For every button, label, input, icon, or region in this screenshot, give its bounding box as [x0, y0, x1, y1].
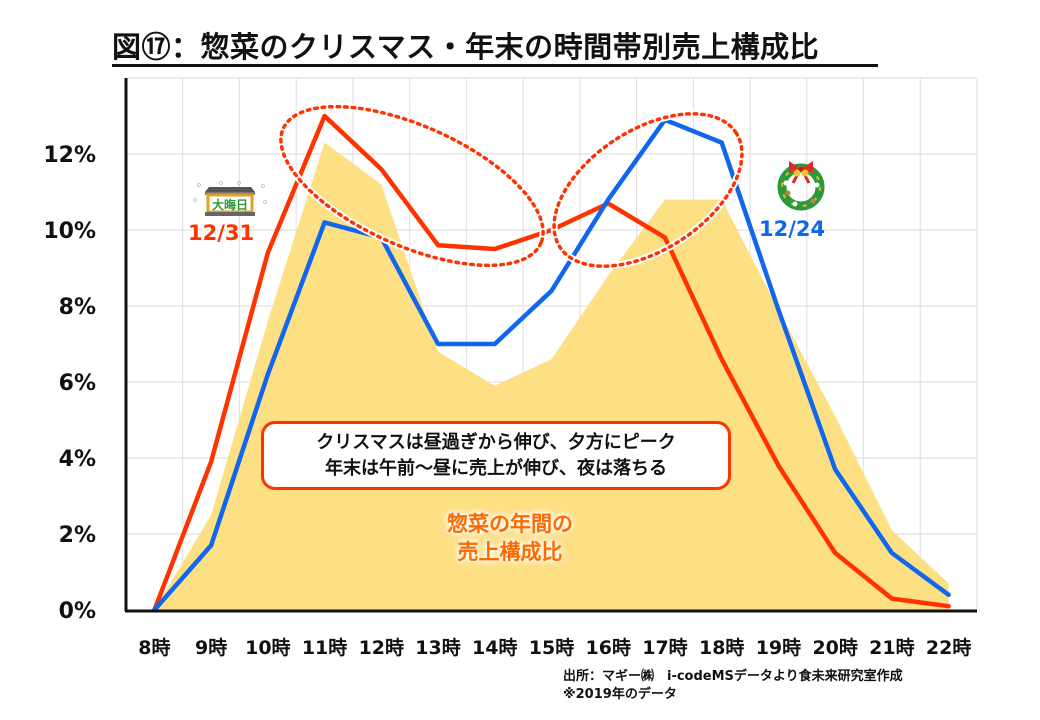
source-line-1: 出所：マギー㈱ i-codeMSデータより食未来研究室作成 — [563, 669, 903, 684]
area-label-line-2: 売上構成比 — [457, 540, 563, 564]
title-underline — [112, 64, 878, 67]
x-tick-label: 18時 — [699, 637, 744, 659]
chart-title: 図⑰：惣菜のクリスマス・年末の時間帯別売上構成比 — [112, 30, 820, 64]
christmas-wreath-icon — [777, 161, 825, 211]
axes — [124, 78, 977, 613]
y-tick-label: 10% — [43, 219, 96, 244]
x-tick-label: 21時 — [869, 637, 914, 659]
x-tick-label: 22時 — [926, 637, 971, 659]
callout-line-2: 年末は午前～昼に売上が伸び、夜は落ちる — [325, 458, 667, 479]
x-tick-label: 20時 — [812, 637, 857, 659]
highlight-ellipses — [277, 103, 746, 270]
highlight-ellipse-dec31 — [279, 104, 545, 268]
x-tick-label: 10時 — [245, 637, 290, 659]
y-tick-label: 0% — [59, 599, 96, 624]
callout-box: クリスマスは昼過ぎから伸び、夕方にピーク 年末は午前～昼に売上が伸び、夜は落ちる — [261, 421, 731, 490]
x-tick-label: 15時 — [529, 637, 574, 659]
highlight-ellipse-dec24 — [552, 112, 744, 268]
x-tick-label: 14時 — [472, 637, 517, 659]
annual-area — [154, 142, 949, 610]
x-tick-label: 9時 — [195, 637, 227, 659]
y-tick-label: 8% — [59, 295, 96, 320]
x-tick-label: 8時 — [138, 637, 170, 659]
source-note: 出所：マギー㈱ i-codeMSデータより食未来研究室作成 ※2019年のデータ — [563, 668, 903, 704]
y-tick-label: 6% — [59, 371, 96, 396]
y-tick-label: 4% — [59, 447, 96, 472]
x-tick-label: 12時 — [359, 637, 404, 659]
y-tick-label: 2% — [59, 523, 96, 548]
series-label-dec31: 12/31 — [188, 221, 255, 245]
x-tick-labels: 8時 9時 10時 11時 12時 13時 14時 15時 16時 17時 18時 19時 20時 21時… — [138, 637, 971, 659]
callout-line-1: クリスマスは昼過ぎから伸び、夕方にピーク — [316, 432, 676, 453]
y-tick-label: 12% — [43, 143, 96, 168]
area-label-line-1: 惣菜の年間の — [447, 512, 573, 536]
x-tick-label: 19時 — [756, 637, 801, 659]
y-tick-labels: 0% 2% 4% 6% 8% 10% 12% — [43, 143, 96, 624]
x-tick-label: 11時 — [302, 637, 347, 659]
series-label-dec24: 12/24 — [759, 217, 826, 241]
annual-area-series — [154, 142, 949, 610]
source-line-2: ※2019年のデータ — [563, 687, 677, 702]
svg-text:大晦日: 大晦日 — [212, 197, 248, 212]
x-tick-label: 17時 — [642, 637, 687, 659]
omisoka-sign-icon: 大晦日 — [193, 181, 267, 216]
x-tick-label: 16時 — [586, 637, 631, 659]
x-tick-label: 13時 — [415, 637, 460, 659]
annual-area-label: 惣菜の年間の 売上構成比 — [430, 510, 590, 566]
